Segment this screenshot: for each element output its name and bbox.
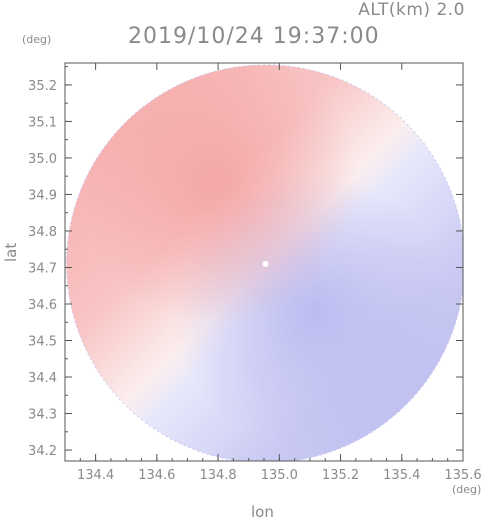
y-tick-label: 35.2 xyxy=(28,79,57,94)
y-tick-label: 34.9 xyxy=(28,188,57,203)
y-tick-label: 34.2 xyxy=(28,444,57,459)
x-tick-label: 135.2 xyxy=(322,468,359,483)
x-unit-label: (deg) xyxy=(452,483,482,496)
y-tick-label: 35.1 xyxy=(28,115,57,130)
x-tick-label: 134.6 xyxy=(138,468,175,483)
y-tick-label: 35.0 xyxy=(28,152,57,167)
y-tick-label: 34.8 xyxy=(28,225,57,240)
timestamp-title: 2019/10/24 19:37:00 xyxy=(128,24,380,49)
x-axis-label: lon xyxy=(251,503,274,521)
y-tick-label: 34.6 xyxy=(28,298,57,313)
y-tick-label: 34.5 xyxy=(28,335,57,350)
x-tick-label: 135.4 xyxy=(383,468,420,483)
x-tick-label: 135.0 xyxy=(261,468,298,483)
y-unit-label: (deg) xyxy=(22,33,52,46)
x-tick-label: 134.4 xyxy=(77,468,114,483)
x-tick-label: 134.8 xyxy=(199,468,236,483)
altitude-label: ALT(km) 2.0 xyxy=(358,0,465,20)
y-tick-label: 34.4 xyxy=(28,371,57,386)
y-tick-label: 34.7 xyxy=(28,261,57,276)
y-tick-label: 34.3 xyxy=(28,408,57,423)
radar-center-point xyxy=(262,260,269,267)
x-tick-label: 135.6 xyxy=(444,468,481,483)
